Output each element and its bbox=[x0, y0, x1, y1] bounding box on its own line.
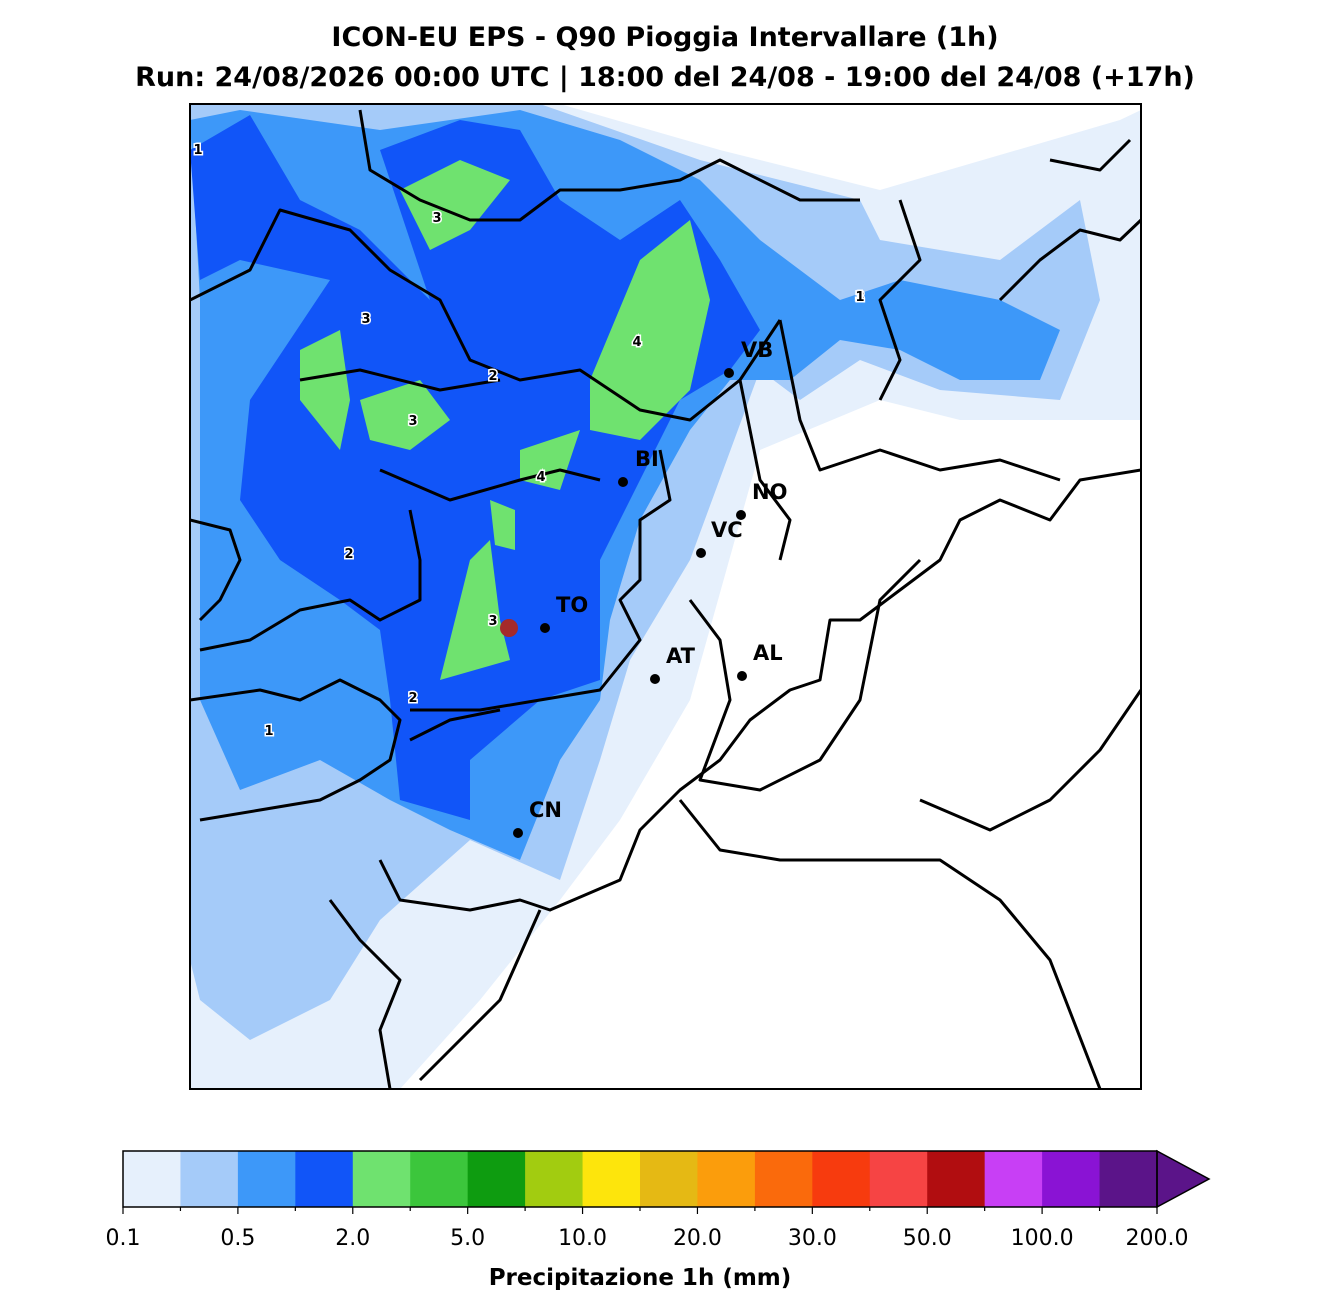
colorbar-segment bbox=[984, 1151, 1043, 1207]
city-dot bbox=[696, 548, 706, 558]
colorbar-tick-label: 100.0 bbox=[1011, 1226, 1074, 1251]
colorbar-segment bbox=[295, 1151, 354, 1207]
colorbar-segment bbox=[123, 1151, 181, 1207]
contour-label: 3 bbox=[408, 414, 417, 429]
colorbar-segment bbox=[1099, 1151, 1158, 1207]
colorbar-segment bbox=[582, 1151, 641, 1207]
map bbox=[190, 104, 1141, 1089]
city-label: VB bbox=[741, 338, 773, 362]
city-label: NO bbox=[752, 480, 787, 504]
contour-label: 2 bbox=[344, 547, 353, 562]
colorbar-segment bbox=[697, 1151, 756, 1207]
colorbar-segment bbox=[352, 1151, 411, 1207]
city-dot bbox=[736, 510, 746, 520]
city-label: CN bbox=[529, 798, 562, 822]
colorbar-segment bbox=[410, 1151, 469, 1207]
colorbar-segment bbox=[927, 1151, 986, 1207]
city-dot bbox=[618, 477, 628, 487]
contour-label: 2 bbox=[408, 691, 417, 706]
colorbar-tick-label: 30.0 bbox=[788, 1226, 837, 1251]
colorbar-tick-label: 0.5 bbox=[220, 1226, 255, 1251]
colorbar-segment bbox=[237, 1151, 296, 1207]
city-label: VC bbox=[711, 518, 743, 542]
colorbar-segment bbox=[812, 1151, 871, 1207]
title: ICON-EU EPS - Q90 Pioggia Intervallare (… bbox=[331, 22, 998, 53]
city-label: AL bbox=[753, 641, 783, 665]
city-label: TO bbox=[556, 593, 588, 617]
contour-label: 3 bbox=[855, 290, 864, 305]
colorbar-extend bbox=[1156, 1149, 1211, 1209]
colorbar-label: Precipitazione 1h (mm) bbox=[489, 1265, 792, 1291]
city-dot bbox=[724, 368, 734, 378]
contour-label: 4 bbox=[632, 335, 641, 350]
colorbar-tick-label: 20.0 bbox=[673, 1226, 722, 1251]
contour-label: 3 bbox=[361, 312, 370, 327]
colorbar-segment bbox=[640, 1151, 698, 1207]
contour-label: 4 bbox=[536, 470, 545, 485]
colorbar-tick-label: 5.0 bbox=[450, 1226, 485, 1251]
contour-label: 3 bbox=[488, 614, 497, 629]
colorbar-tick-label: 0.1 bbox=[106, 1226, 141, 1251]
city-label: BI bbox=[635, 447, 659, 471]
colorbar-segment bbox=[754, 1151, 813, 1207]
contour-label: 1 bbox=[193, 143, 202, 158]
colorbar-segment bbox=[180, 1151, 239, 1207]
contour-label: 3 bbox=[432, 211, 441, 226]
contour-label: 1 bbox=[264, 724, 273, 739]
subtitle: Run: 24/08/2026 00:00 UTC | 18:00 del 24… bbox=[135, 62, 1195, 93]
colorbar-tick-label: 10.0 bbox=[558, 1226, 607, 1251]
colorbar: 0.1 0.5 2.0 5.0 10.0 20.0 30.0 50.0 100.0 200.0 bbox=[106, 1149, 1211, 1251]
city-dot bbox=[540, 623, 550, 633]
map-frame bbox=[189, 103, 1142, 1090]
colorbar-segment bbox=[869, 1151, 928, 1207]
contour-label: 1 bbox=[855, 290, 864, 305]
colorbar-segment bbox=[467, 1151, 526, 1207]
colorbar-segment bbox=[525, 1151, 584, 1207]
colorbar-segment bbox=[1042, 1151, 1101, 1207]
colorbar-tick-label: 200.0 bbox=[1126, 1226, 1189, 1251]
location-marker bbox=[500, 619, 518, 637]
colorbar-tick-label: 2.0 bbox=[335, 1226, 370, 1251]
city-label: AT bbox=[666, 644, 696, 668]
colorbar-tick-label: 50.0 bbox=[903, 1226, 952, 1251]
city-dot bbox=[737, 671, 747, 681]
city-dot bbox=[513, 828, 523, 838]
city-dot bbox=[650, 674, 660, 684]
contour-label: 2 bbox=[488, 369, 497, 384]
